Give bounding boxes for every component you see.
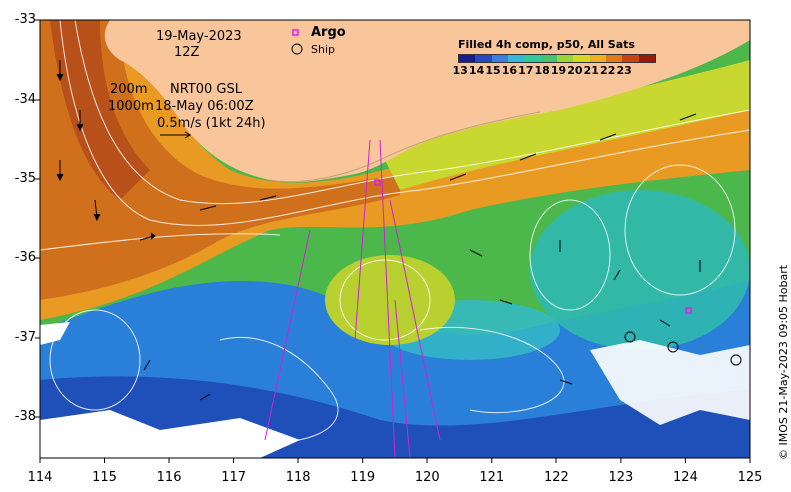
colorbar-tick-label: 16 — [501, 64, 518, 77]
colorbar-tick-label: 20 — [567, 64, 583, 77]
argo-legend-icon — [292, 29, 299, 36]
colorbar-tick-label: 17 — [518, 64, 534, 77]
x-tick-label: 116 — [156, 470, 182, 485]
product-label: NRT00 GSL — [170, 82, 242, 97]
colorbar-title: Filled 4h comp, p50, All Sats — [458, 38, 635, 51]
colorbar-swatch — [589, 55, 606, 62]
y-tick-label: -34 — [14, 92, 36, 107]
colorbar-swatch — [573, 55, 590, 62]
credit-label: © IMOS 21-May-2023 09:05 Hobart — [777, 264, 790, 460]
ship-legend-icon — [291, 43, 303, 55]
date-label: 19-May-2023 — [156, 29, 242, 44]
colorbar-tick-label: 13 — [452, 64, 468, 77]
y-tick-label: -37 — [14, 330, 36, 345]
colorbar-tick-label: 23 — [616, 64, 632, 77]
depth-200-label: 200m — [110, 82, 148, 97]
x-tick-label: 114 — [27, 470, 53, 485]
colorbar-tick-label: 14 — [468, 64, 485, 77]
y-tick-label: -35 — [14, 171, 36, 186]
colorbar-tick-label: 18 — [534, 64, 550, 77]
colorbar — [458, 54, 656, 63]
x-tick-label: 124 — [673, 470, 698, 485]
colorbar-ticks: 13 14 15 16 17 18 19 20 21 22 23 — [452, 64, 632, 77]
x-tick-label: 122 — [543, 470, 569, 485]
product-time-label: 18-May 06:00Z — [155, 99, 254, 114]
colorbar-swatch — [556, 55, 574, 62]
colorbar-swatch — [605, 55, 623, 62]
colorbar-swatch — [638, 55, 655, 62]
y-tick-label: -36 — [14, 250, 36, 265]
colorbar-swatch — [524, 55, 541, 62]
x-tick-label: 125 — [737, 470, 763, 485]
colorbar-swatch — [622, 55, 639, 62]
colorbar-swatch — [459, 55, 476, 62]
x-tick-label: 117 — [221, 470, 247, 485]
x-tick-label: 123 — [608, 470, 634, 485]
argo-legend-label: Argo — [311, 25, 346, 40]
scale-label: 0.5m/s (1kt 24h) — [157, 116, 266, 131]
x-tick-label: 120 — [414, 470, 440, 485]
colorbar-swatch — [507, 55, 525, 62]
colorbar-tick-label: 15 — [485, 64, 501, 77]
colorbar-tick-label: 21 — [583, 64, 599, 77]
depth-1000-label: 1000m — [108, 99, 154, 114]
colorbar-swatch — [540, 55, 557, 62]
y-tick-label: -38 — [14, 409, 36, 424]
hour-label: 12Z — [174, 45, 200, 60]
x-tick-label: 118 — [285, 470, 311, 485]
y-tick-label: -33 — [14, 12, 36, 27]
x-tick-label: 119 — [350, 470, 376, 485]
colorbar-tick-label: 22 — [600, 64, 616, 77]
colorbar-swatch — [475, 55, 492, 62]
colorbar-tick-label: 19 — [550, 64, 567, 77]
colorbar-swatch — [491, 55, 508, 62]
x-tick-label: 121 — [479, 470, 505, 485]
x-tick-label: 115 — [92, 470, 117, 485]
ship-legend-label: Ship — [311, 43, 335, 56]
